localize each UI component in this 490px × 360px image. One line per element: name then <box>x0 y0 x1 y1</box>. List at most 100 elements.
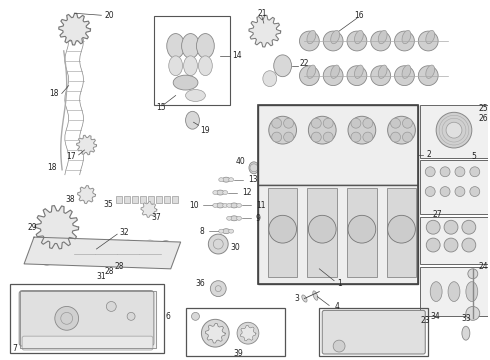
Circle shape <box>402 118 413 128</box>
Circle shape <box>210 281 226 297</box>
Bar <box>420 105 488 158</box>
Ellipse shape <box>466 306 480 320</box>
Circle shape <box>351 118 361 128</box>
Bar <box>156 195 162 203</box>
Ellipse shape <box>402 65 411 78</box>
Circle shape <box>446 122 462 138</box>
Text: 34: 34 <box>430 312 440 321</box>
Ellipse shape <box>237 216 242 220</box>
Bar <box>186 309 285 356</box>
Ellipse shape <box>430 282 442 302</box>
Circle shape <box>347 31 367 51</box>
Ellipse shape <box>222 229 230 234</box>
Circle shape <box>284 132 294 142</box>
Text: 17: 17 <box>66 152 75 161</box>
Ellipse shape <box>157 240 174 265</box>
Ellipse shape <box>167 33 185 58</box>
Ellipse shape <box>307 65 316 78</box>
Text: 23: 23 <box>420 316 430 325</box>
Circle shape <box>127 312 135 320</box>
Text: 36: 36 <box>196 279 205 288</box>
Circle shape <box>311 132 321 142</box>
Polygon shape <box>249 15 281 47</box>
Circle shape <box>208 234 228 254</box>
Circle shape <box>269 215 296 243</box>
Circle shape <box>348 116 376 144</box>
Text: 27: 27 <box>432 210 442 219</box>
Text: 39: 39 <box>233 348 243 357</box>
Circle shape <box>160 247 172 259</box>
Circle shape <box>440 186 450 197</box>
Text: 1: 1 <box>337 279 342 288</box>
Circle shape <box>455 186 465 197</box>
Circle shape <box>388 116 416 144</box>
Text: 24: 24 <box>478 262 488 271</box>
Ellipse shape <box>331 30 340 44</box>
Circle shape <box>299 66 319 86</box>
Ellipse shape <box>230 216 238 221</box>
Ellipse shape <box>98 240 115 265</box>
Text: 37: 37 <box>151 213 161 222</box>
Ellipse shape <box>331 65 340 78</box>
Polygon shape <box>59 13 91 45</box>
Ellipse shape <box>229 229 234 233</box>
Text: 6: 6 <box>166 312 171 321</box>
Ellipse shape <box>448 282 460 302</box>
Ellipse shape <box>184 56 197 76</box>
Bar <box>387 188 416 277</box>
Ellipse shape <box>223 203 228 207</box>
Circle shape <box>388 215 416 243</box>
Text: 40: 40 <box>235 157 245 166</box>
Circle shape <box>425 167 435 177</box>
Ellipse shape <box>229 178 234 182</box>
Circle shape <box>65 245 82 263</box>
Ellipse shape <box>216 190 224 195</box>
Circle shape <box>55 306 78 330</box>
Circle shape <box>347 66 367 86</box>
Ellipse shape <box>354 65 363 78</box>
Ellipse shape <box>186 111 199 129</box>
Circle shape <box>455 167 465 177</box>
Bar <box>154 16 230 105</box>
Ellipse shape <box>378 30 387 44</box>
Text: 11: 11 <box>256 201 266 210</box>
Bar <box>258 185 418 284</box>
Circle shape <box>363 132 373 142</box>
Ellipse shape <box>201 319 229 347</box>
Text: 14: 14 <box>232 51 242 60</box>
Circle shape <box>418 66 438 86</box>
Circle shape <box>323 66 343 86</box>
Text: 35: 35 <box>103 200 113 209</box>
Ellipse shape <box>462 326 470 340</box>
Ellipse shape <box>223 190 228 194</box>
Circle shape <box>394 31 415 51</box>
Ellipse shape <box>237 322 259 344</box>
Circle shape <box>470 167 480 177</box>
Circle shape <box>78 240 91 252</box>
Circle shape <box>391 132 400 142</box>
Circle shape <box>323 118 333 128</box>
Circle shape <box>323 132 333 142</box>
Polygon shape <box>24 237 181 269</box>
Polygon shape <box>205 323 225 343</box>
Bar <box>116 195 122 203</box>
Circle shape <box>351 132 361 142</box>
Text: 16: 16 <box>354 11 364 20</box>
Text: 28: 28 <box>104 267 114 276</box>
Polygon shape <box>240 325 256 341</box>
Ellipse shape <box>227 203 232 207</box>
Ellipse shape <box>213 190 218 194</box>
Circle shape <box>100 240 112 252</box>
Circle shape <box>444 220 458 234</box>
Circle shape <box>269 116 296 144</box>
Bar <box>148 195 154 203</box>
Ellipse shape <box>213 203 218 207</box>
Circle shape <box>71 247 82 259</box>
Ellipse shape <box>307 30 316 44</box>
Polygon shape <box>76 135 97 155</box>
Ellipse shape <box>219 178 224 182</box>
Circle shape <box>394 66 415 86</box>
Bar <box>164 195 170 203</box>
Bar <box>172 195 178 203</box>
Ellipse shape <box>302 295 307 302</box>
